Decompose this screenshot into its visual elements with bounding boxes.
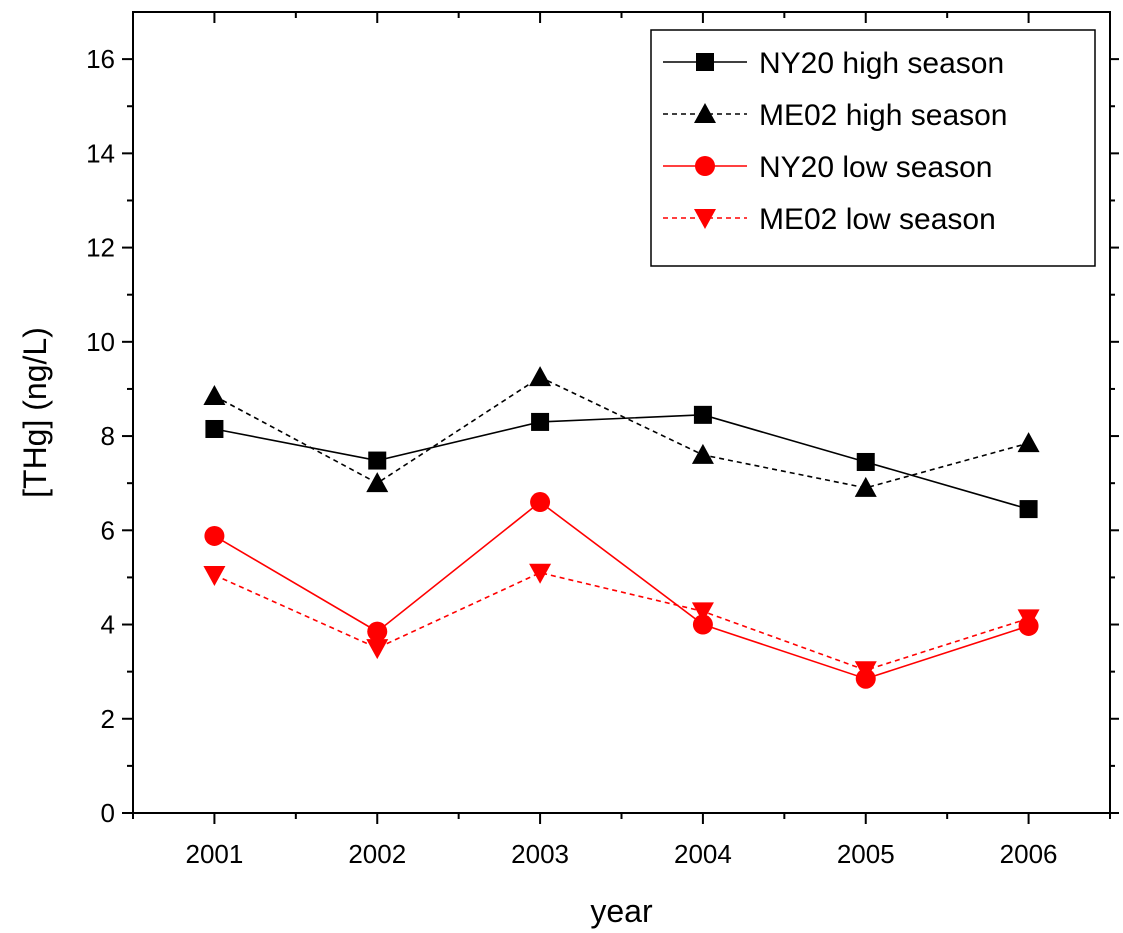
data-point [529, 563, 552, 584]
x-tick-label: 2005 [837, 839, 895, 869]
legend: NY20 high season ME02 high season NY20 low… [650, 29, 1096, 267]
series-line [214, 501, 1029, 680]
legend-entry: NY20 high season [759, 47, 1004, 80]
data-point [692, 614, 713, 635]
series-4 [203, 563, 1040, 682]
y-tick-label: 8 [101, 421, 115, 451]
series-line [214, 571, 1029, 672]
data-point [856, 452, 875, 471]
legend-marker [694, 103, 716, 123]
data-point [366, 639, 389, 660]
data-point [693, 405, 712, 424]
data-point [529, 366, 552, 387]
series-3 [204, 492, 1039, 689]
x-axis-title: year [590, 893, 653, 929]
data-point [531, 412, 550, 431]
y-tick-label: 14 [86, 138, 115, 168]
series-2 [203, 366, 1040, 497]
x-tick-label: 2004 [674, 839, 732, 869]
data-point [530, 492, 551, 513]
data-point [854, 661, 877, 682]
data-point [204, 525, 225, 546]
legend-marker [694, 209, 716, 229]
y-tick-label: 6 [101, 515, 115, 545]
y-axis-title: [THg] (ng/L) [17, 327, 53, 498]
series-line [214, 376, 1029, 489]
legend-entry: NY20 low season [759, 151, 992, 184]
y-tick-label: 4 [101, 610, 115, 640]
data-point [1017, 432, 1040, 453]
data-point [366, 472, 389, 493]
legend-marker [695, 156, 715, 176]
data-point [203, 385, 226, 406]
data-point [1017, 609, 1040, 630]
data-point [1019, 500, 1038, 519]
x-tick-label: 2002 [348, 839, 406, 869]
series-line [214, 414, 1029, 510]
legend-entry: ME02 low season [759, 203, 996, 236]
y-tick-label: 2 [101, 704, 115, 734]
data-point [854, 476, 877, 497]
y-tick-label: 12 [86, 233, 115, 263]
legend-entry: ME02 high season [759, 99, 1008, 132]
data-point [368, 451, 387, 470]
data-point [367, 621, 388, 642]
series-layer [203, 366, 1040, 689]
axis-ticks: 2001 2002 2003 2004 2005 2006 0 2 4 6 8 10 12 14 16 [86, 12, 1119, 869]
series-1 [205, 405, 1038, 519]
x-tick-label: 2001 [185, 839, 243, 869]
y-tick-label: 16 [86, 44, 115, 74]
y-tick-label: 10 [86, 327, 115, 357]
data-point [691, 443, 714, 464]
legend-box [650, 29, 1096, 267]
legend-marker [696, 53, 714, 71]
data-point [691, 602, 714, 623]
data-point [203, 566, 226, 587]
x-tick-label: 2006 [1000, 839, 1058, 869]
data-point [205, 419, 224, 438]
y-tick-label: 0 [101, 798, 115, 828]
x-tick-label: 2003 [511, 839, 569, 869]
